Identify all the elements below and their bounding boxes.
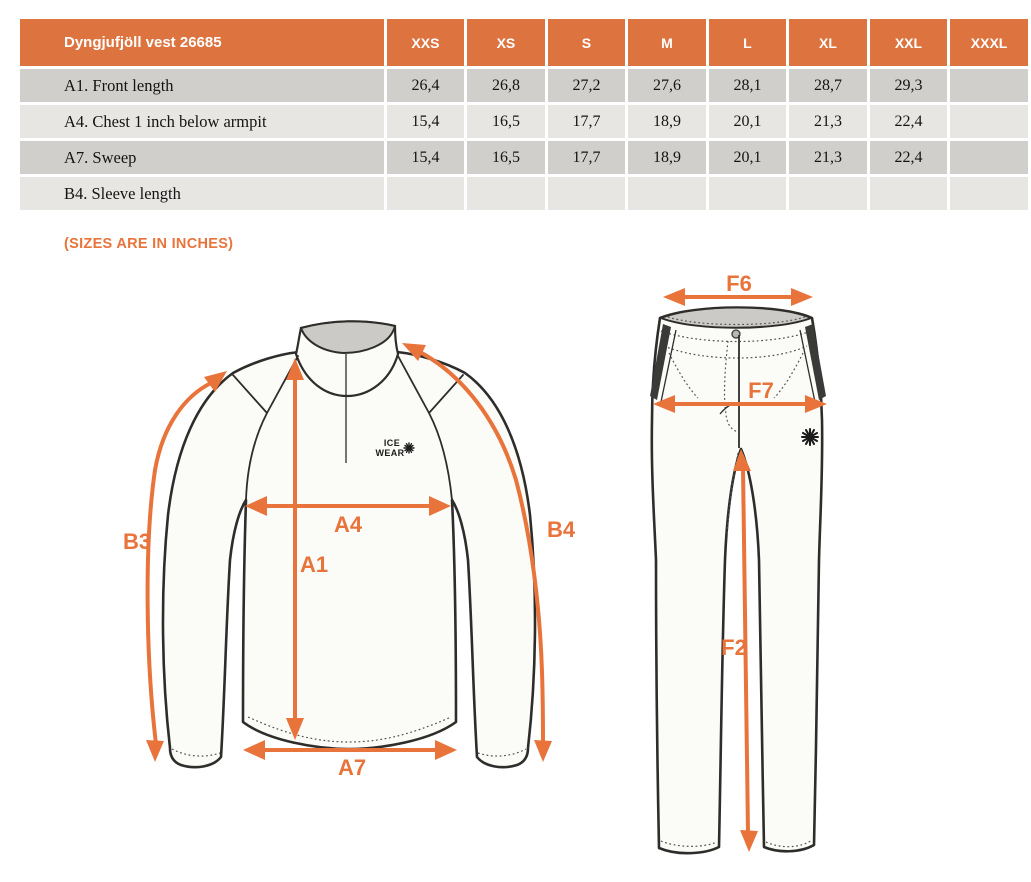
size-header-xxxl: XXXL	[950, 19, 1028, 66]
cell-value: 21,3	[789, 141, 867, 174]
table-row: A7. Sweep 15,4 16,5 17,7 18,9 20,1 21,3 …	[20, 141, 1028, 174]
size-header-xxl: XXL	[869, 19, 948, 66]
cell-value: 20,1	[708, 105, 787, 138]
a1-arrow	[286, 358, 304, 740]
product-title: Dyngjufjöll vest 26685	[20, 19, 384, 66]
table-header-row: Dyngjufjöll vest 26685 XXS XS S M L XL X…	[20, 19, 1028, 66]
cell-value: 21,3	[789, 105, 867, 138]
size-header-m: M	[628, 19, 706, 66]
size-header-l: L	[708, 19, 787, 66]
cell-value: 26,8	[467, 69, 545, 102]
icewear-logo: ICE WEAR	[375, 438, 415, 458]
size-header-xs: XS	[467, 19, 545, 66]
f6-arrow	[663, 288, 813, 306]
cell-value	[789, 177, 867, 210]
sweater-collar-opening	[299, 320, 397, 355]
row-label: A7. Sweep	[20, 141, 384, 174]
cell-value: 16,5	[467, 141, 545, 174]
cell-value: 27,6	[628, 69, 706, 102]
size-header-s: S	[547, 19, 626, 66]
cell-value: 26,4	[386, 69, 465, 102]
a1-label: A1	[300, 552, 328, 577]
size-header-xxs: XXS	[386, 19, 465, 66]
a7-arrow	[243, 740, 457, 760]
f7-label: F7	[748, 378, 774, 403]
row-label: B4. Sleeve length	[20, 177, 384, 210]
cell-value: 18,9	[628, 141, 706, 174]
a4-arrow	[245, 496, 451, 516]
sweater-diagram: ICE WEAR	[123, 320, 576, 780]
cell-value	[869, 177, 948, 210]
cell-value	[628, 177, 706, 210]
cell-value	[708, 177, 787, 210]
b4-arrow	[402, 343, 552, 762]
waist-button	[731, 329, 741, 339]
cell-value: 15,4	[386, 105, 465, 138]
left-leg-hem-stitch	[660, 840, 718, 847]
left-pocket-edge	[660, 329, 677, 403]
cell-value	[950, 69, 1028, 102]
right-pocket-trim	[805, 324, 826, 400]
sweater-outline	[161, 350, 537, 769]
sweater-right-cuff-stitch	[477, 748, 527, 757]
table-row: B4. Sleeve length	[20, 177, 1028, 210]
logo-text-line1: ICE	[384, 438, 400, 448]
b4-label: B4	[547, 517, 576, 542]
cell-value: 28,1	[708, 69, 787, 102]
cell-value: 16,5	[467, 105, 545, 138]
cell-value	[950, 141, 1028, 174]
pants-outline	[650, 306, 824, 855]
row-label: A4. Chest 1 inch below armpit	[20, 105, 384, 138]
b3-arrow	[145, 371, 227, 762]
cell-value: 28,7	[789, 69, 867, 102]
a7-label: A7	[338, 755, 366, 780]
logo-snowflake-icon	[403, 442, 415, 454]
cell-value: 15,4	[386, 141, 465, 174]
sizes-unit-note: (SIZES ARE IN INCHES)	[64, 236, 234, 252]
cell-value	[386, 177, 465, 210]
cell-value	[950, 105, 1028, 138]
f2-arrow	[733, 449, 758, 852]
right-pocket-stitch	[773, 352, 804, 399]
pants-snowflake-icon	[800, 427, 820, 447]
cell-value: 17,7	[547, 105, 626, 138]
fly-stitch	[723, 340, 740, 433]
cell-value: 29,3	[869, 69, 948, 102]
cell-value	[467, 177, 545, 210]
f7-arrow	[653, 395, 827, 413]
b3-label: B3	[123, 529, 151, 554]
logo-text-line2: WEAR	[375, 448, 404, 458]
f6-label: F6	[726, 271, 752, 296]
cell-value	[547, 177, 626, 210]
cell-value: 17,7	[547, 141, 626, 174]
pants-diagram: F6 F7 F2	[650, 271, 827, 855]
cell-value: 22,4	[869, 141, 948, 174]
left-pocket-trim	[650, 324, 671, 400]
cell-value	[950, 177, 1028, 210]
row-label: A1. Front length	[20, 69, 384, 102]
right-pocket-edge	[799, 329, 816, 403]
cell-value: 22,4	[869, 105, 948, 138]
size-chart-table: Dyngjufjöll vest 26685 XXS XS S M L XL X…	[17, 16, 1031, 213]
table-row: A4. Chest 1 inch below armpit 15,4 16,5 …	[20, 105, 1028, 138]
cell-value: 27,2	[547, 69, 626, 102]
left-pocket-stitch	[668, 352, 699, 399]
size-header-xl: XL	[789, 19, 867, 66]
cell-value: 18,9	[628, 105, 706, 138]
table-row: A1. Front length 26,4 26,8 27,2 27,6 28,…	[20, 69, 1028, 102]
sweater-left-cuff-stitch	[171, 748, 221, 757]
a4-label: A4	[334, 512, 363, 537]
f2-label: F2	[721, 635, 747, 660]
cell-value: 20,1	[708, 141, 787, 174]
waistband-stitch-top	[660, 330, 812, 343]
right-leg-hem-stitch	[765, 839, 813, 848]
